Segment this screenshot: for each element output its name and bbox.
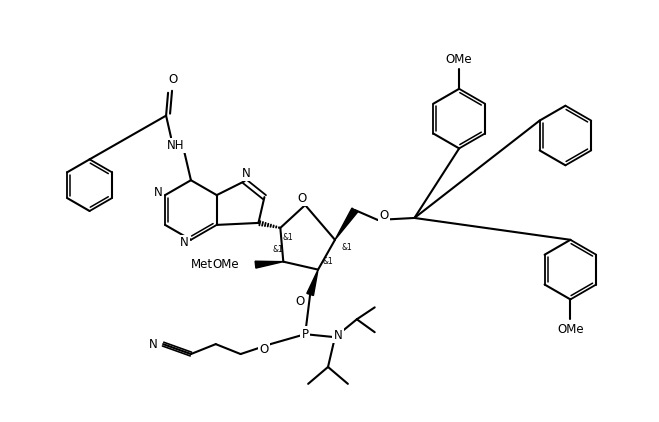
Text: O: O bbox=[260, 343, 269, 356]
Polygon shape bbox=[255, 261, 283, 268]
Text: N: N bbox=[180, 236, 188, 249]
Text: OMe: OMe bbox=[557, 323, 584, 336]
Text: &1: &1 bbox=[341, 243, 353, 252]
Text: &1: &1 bbox=[283, 233, 294, 242]
Text: O: O bbox=[379, 209, 388, 222]
Text: O: O bbox=[298, 192, 307, 205]
Text: O: O bbox=[169, 73, 178, 87]
Text: P: P bbox=[302, 328, 308, 341]
Text: N: N bbox=[333, 329, 342, 342]
Text: NH: NH bbox=[167, 139, 185, 152]
Polygon shape bbox=[307, 270, 318, 295]
Text: &1: &1 bbox=[323, 257, 333, 266]
Text: O: O bbox=[296, 295, 305, 308]
Text: &1: &1 bbox=[273, 245, 284, 254]
Text: O: O bbox=[229, 258, 239, 271]
Text: Methoxy: Methoxy bbox=[190, 258, 241, 271]
Text: N: N bbox=[242, 167, 251, 180]
Polygon shape bbox=[335, 208, 358, 240]
Text: N: N bbox=[154, 186, 163, 199]
Text: OMe: OMe bbox=[212, 258, 239, 271]
Text: N: N bbox=[149, 338, 158, 351]
Text: OMe: OMe bbox=[446, 52, 473, 65]
